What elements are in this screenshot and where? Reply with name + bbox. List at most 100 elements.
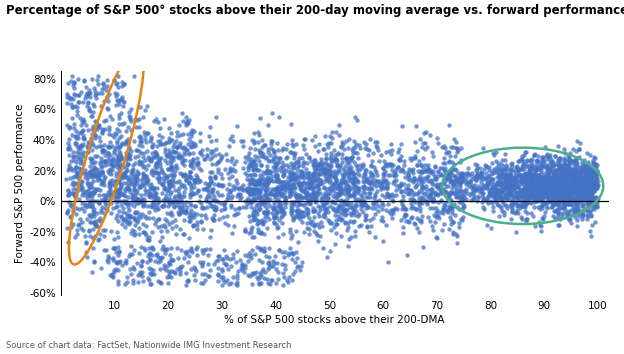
Point (529, 187, 539, 192)
Point (434, 186, 444, 192)
Point (583, 186, 593, 192)
Point (589, 160, 599, 166)
Point (213, 170, 223, 175)
Point (462, 172, 472, 178)
Point (548, 175, 558, 180)
Point (329, 168, 339, 173)
Point (87, 269, 97, 275)
Point (574, 172, 584, 177)
Point (507, 177, 517, 183)
Point (563, 173, 573, 179)
Point (582, 216, 592, 222)
Point (121, 169, 131, 174)
Point (100, 227, 110, 233)
Point (304, 155, 314, 160)
Point (175, 266, 185, 271)
Point (154, 216, 164, 221)
Point (293, 214, 303, 219)
Point (279, 200, 289, 205)
Point (536, 203, 546, 209)
Point (156, 228, 166, 234)
Point (346, 157, 356, 163)
Point (64, 166, 74, 171)
Point (248, 181, 258, 187)
Point (447, 165, 457, 171)
Point (592, 175, 602, 181)
Point (542, 151, 552, 156)
Point (316, 165, 326, 170)
Point (439, 145, 449, 151)
Point (267, 277, 277, 283)
Point (173, 199, 183, 204)
Point (119, 170, 129, 176)
Point (531, 180, 541, 185)
Point (126, 118, 136, 124)
Point (243, 195, 253, 201)
Point (116, 156, 126, 162)
Point (583, 171, 593, 177)
Point (539, 178, 549, 184)
Point (255, 280, 265, 286)
Point (84, 212, 94, 218)
Point (515, 192, 525, 198)
Point (587, 187, 597, 193)
Point (589, 172, 599, 178)
Point (170, 187, 180, 193)
Point (182, 205, 192, 210)
Point (115, 214, 125, 220)
Point (132, 168, 142, 173)
Point (566, 180, 576, 186)
Point (384, 181, 394, 186)
Point (404, 190, 414, 196)
Point (334, 168, 344, 173)
Point (431, 210, 441, 215)
Point (427, 149, 437, 155)
Point (438, 180, 448, 186)
Point (218, 183, 228, 189)
Point (412, 162, 422, 167)
Point (358, 201, 368, 207)
Point (386, 141, 396, 147)
Point (524, 199, 534, 205)
Point (131, 196, 141, 202)
Point (503, 185, 513, 191)
Point (93, 218, 103, 223)
Point (349, 181, 359, 186)
Point (172, 198, 182, 204)
Point (493, 167, 503, 173)
Point (499, 212, 509, 218)
Point (120, 172, 130, 178)
Point (543, 187, 553, 193)
Point (161, 196, 171, 201)
Point (510, 194, 520, 199)
Point (547, 204, 557, 210)
Point (251, 166, 261, 172)
Point (222, 186, 232, 192)
Point (452, 176, 462, 182)
Point (585, 203, 595, 209)
Point (327, 200, 337, 205)
Point (501, 178, 511, 184)
Point (494, 180, 504, 185)
Point (527, 181, 537, 187)
Point (451, 231, 461, 236)
Point (105, 139, 115, 145)
Point (507, 186, 517, 192)
Point (178, 118, 188, 124)
Point (474, 183, 484, 188)
Point (246, 252, 256, 258)
Point (120, 138, 130, 144)
Point (223, 266, 233, 272)
Point (537, 164, 547, 169)
Point (563, 185, 573, 191)
Point (70, 194, 80, 200)
Point (251, 181, 261, 187)
Point (276, 207, 286, 212)
Point (586, 190, 596, 195)
Point (558, 175, 568, 180)
Point (210, 204, 220, 209)
Point (243, 258, 253, 263)
Point (301, 206, 311, 212)
Point (183, 120, 193, 126)
Point (202, 215, 212, 221)
